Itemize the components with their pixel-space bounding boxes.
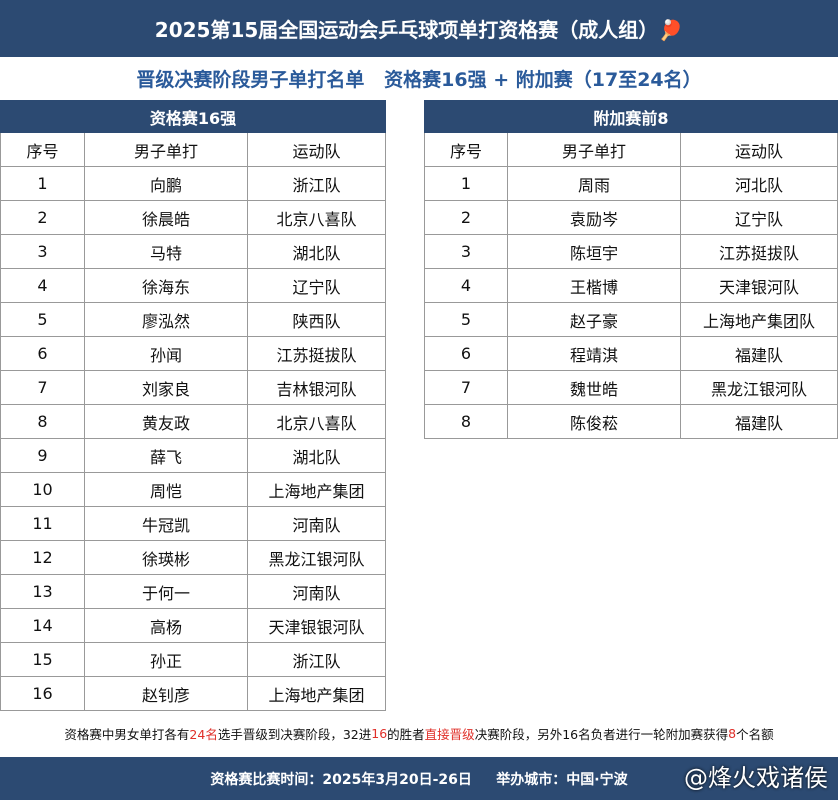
table-cell: 高杨 [85,609,248,643]
table-cell: 10 [0,473,85,507]
table-cell: 福建队 [681,337,838,371]
table-cell: 浙江队 [248,167,386,201]
title: 2025第15届全国运动会乒乓球项单打资格赛（成人组）🏓 [0,0,838,57]
table-cell: 周恺 [85,473,248,507]
table-cell: 北京八喜队 [248,405,386,439]
section-header: 资格赛16强 [0,100,386,133]
table-cell: 刘家良 [85,371,248,405]
note: 资格赛中男女单打各有 24名 选手晋级到决赛阶段，32进 16 的胜者 直接晋级 决赛阶段，… [0,718,838,748]
table-cell: 陕西队 [248,303,386,337]
column-header: 男子单打 [85,133,248,167]
table-cell: 辽宁队 [248,269,386,303]
table-cell: 1 [424,167,508,201]
table-cell: 孙闻 [85,337,248,371]
table-cell: 赵钊彦 [85,677,248,711]
table-cell: 16 [0,677,85,711]
table-cell: 2 [424,201,508,235]
table-cell: 黑龙江银河队 [681,371,838,405]
table-cell: 于何一 [85,575,248,609]
table-cell: 黑龙江银河队 [248,541,386,575]
table-cell: 天津银银河队 [248,609,386,643]
note-segment: 的胜者 [387,726,425,742]
table-cell: 7 [424,371,508,405]
table-cell: 上海地产集团 [248,473,386,507]
footer: 资格赛比赛时间：2025年3月20日-26日 举办城市：中国·宁波 [0,757,838,800]
table-cell: 徐晨皓 [85,201,248,235]
note-segment: 24名 [189,726,218,742]
table-cell: 13 [0,575,85,609]
subtitle: 晋级决赛阶段男子单打名单 资格赛16强 + 附加赛（17至24名） [136,69,702,91]
table-cell: 上海地产集团 [248,677,386,711]
table-cell: 吉林银河队 [248,371,386,405]
column-header: 序号 [0,133,85,167]
table-cell: 4 [0,269,85,303]
table-cell: 浙江队 [248,643,386,677]
table-cell: 徐瑛彬 [85,541,248,575]
table-cell: 陈垣宇 [508,235,681,269]
note-segment: 个名额 [736,726,774,742]
column-header: 序号 [424,133,508,167]
table-cell: 北京八喜队 [248,201,386,235]
column-header: 运动队 [248,133,386,167]
table-cell: 孙正 [85,643,248,677]
table-cell: 天津银河队 [681,269,838,303]
table-cell: 8 [0,405,85,439]
table-cell: 袁励岑 [508,201,681,235]
note-segment: 决赛阶段，另外16名负者进行一轮附加赛获得 [474,726,729,742]
table-cell: 河北队 [681,167,838,201]
table-cell: 河南队 [248,507,386,541]
table-cell: 牛冠凯 [85,507,248,541]
table-cell: 2 [0,201,85,235]
table-cell: 周雨 [508,167,681,201]
table-cell: 6 [0,337,85,371]
table-cell: 6 [424,337,508,371]
table-cell: 3 [424,235,508,269]
table-cell: 辽宁队 [681,201,838,235]
table-cell: 福建队 [681,405,838,439]
table-cell: 江苏挺拔队 [681,235,838,269]
table-cell: 5 [0,303,85,337]
table-cell: 5 [424,303,508,337]
table-cell: 9 [0,439,85,473]
column-header: 运动队 [681,133,838,167]
table-cell: 薛飞 [85,439,248,473]
table-cell: 程靖淇 [508,337,681,371]
table-cell: 江苏挺拔队 [248,337,386,371]
note-segment: 直接晋级 [424,726,475,742]
table-cell: 廖泓然 [85,303,248,337]
table-cell: 魏世皓 [508,371,681,405]
table-cell: 11 [0,507,85,541]
table-cell: 湖北队 [248,235,386,269]
note-segment: 8 [728,725,737,741]
table-cell: 徐海东 [85,269,248,303]
table-cell: 14 [0,609,85,643]
table-cell: 7 [0,371,85,405]
note-segment: 资格赛中男女单打各有 [64,726,190,742]
note-segment: 16 [371,725,388,741]
watermark: @烽火戏诸侯 [684,764,828,792]
table-cell: 3 [0,235,85,269]
table-cell: 黄友政 [85,405,248,439]
table-cell: 湖北队 [248,439,386,473]
table-cell: 12 [0,541,85,575]
table-cell: 8 [424,405,508,439]
table-cell: 15 [0,643,85,677]
note-segment: 选手晋级到决赛阶段，32进 [217,726,372,742]
table-cell: 河南队 [248,575,386,609]
column-header: 男子单打 [508,133,681,167]
table-cell: 赵子豪 [508,303,681,337]
table-cell: 陈俊菘 [508,405,681,439]
table-cell: 马特 [85,235,248,269]
section-header: 附加赛前8 [424,100,838,133]
table-cell: 上海地产集团队 [681,303,838,337]
table-cell: 王楷博 [508,269,681,303]
table-cell: 1 [0,167,85,201]
table-cell: 4 [424,269,508,303]
table-cell: 向鹏 [85,167,248,201]
